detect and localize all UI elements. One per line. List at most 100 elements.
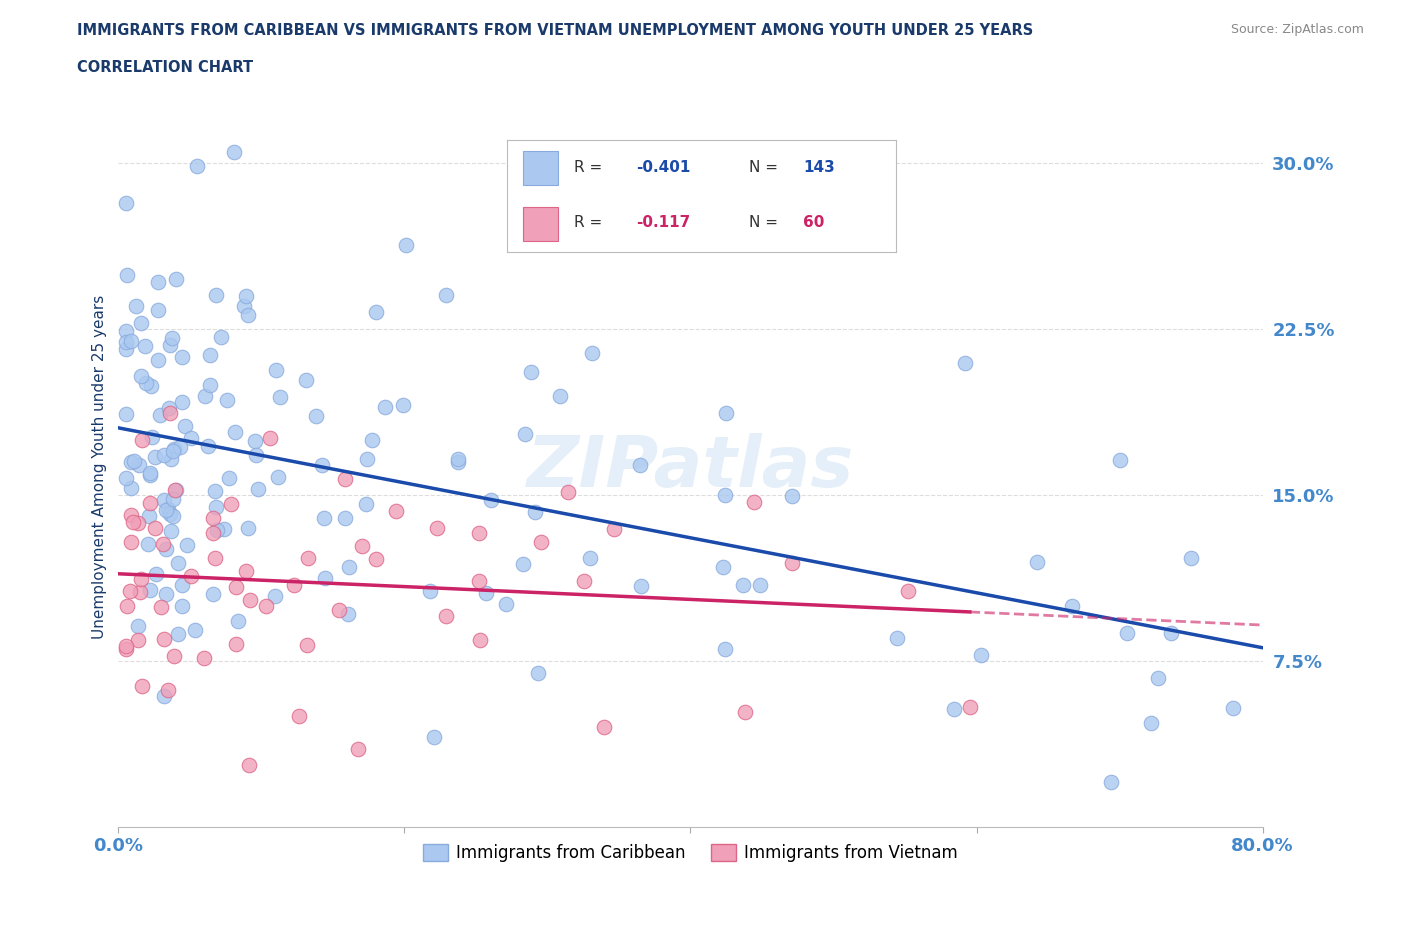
Point bbox=[124, 299, 146, 313]
Point bbox=[153, 689, 176, 704]
Point bbox=[134, 339, 156, 353]
Point bbox=[780, 488, 803, 503]
Point bbox=[170, 599, 193, 614]
Point bbox=[434, 288, 457, 303]
Point bbox=[311, 458, 333, 472]
Point bbox=[149, 408, 172, 423]
Point bbox=[153, 447, 176, 462]
Point bbox=[139, 468, 162, 483]
Point bbox=[214, 522, 236, 537]
Point bbox=[1116, 626, 1139, 641]
Point bbox=[896, 584, 918, 599]
Point bbox=[780, 555, 803, 570]
Point bbox=[114, 324, 136, 339]
Point bbox=[711, 560, 734, 575]
Point bbox=[114, 638, 136, 653]
Point bbox=[734, 705, 756, 720]
Point bbox=[167, 626, 190, 641]
Point bbox=[209, 329, 232, 344]
Point bbox=[160, 330, 183, 345]
Point bbox=[374, 399, 396, 414]
Point bbox=[219, 496, 242, 511]
Point bbox=[159, 338, 181, 352]
Point bbox=[159, 507, 181, 522]
Point bbox=[495, 596, 517, 611]
Point bbox=[247, 482, 270, 497]
Point bbox=[136, 537, 159, 551]
Point bbox=[226, 614, 249, 629]
Point bbox=[162, 509, 184, 524]
Point bbox=[202, 587, 225, 602]
Point bbox=[1060, 599, 1083, 614]
Point bbox=[127, 515, 149, 530]
Point bbox=[593, 720, 616, 735]
Point bbox=[550, 388, 572, 403]
Point bbox=[328, 603, 350, 618]
Point bbox=[530, 535, 553, 550]
Point bbox=[426, 520, 449, 535]
Point bbox=[468, 525, 491, 540]
Point bbox=[120, 454, 142, 469]
Point bbox=[1140, 716, 1163, 731]
Point bbox=[163, 649, 186, 664]
Point bbox=[135, 376, 157, 391]
Point bbox=[141, 429, 163, 444]
Point bbox=[131, 368, 153, 383]
Point bbox=[714, 405, 737, 420]
Point bbox=[128, 585, 150, 600]
Point bbox=[513, 427, 536, 442]
Point bbox=[269, 390, 291, 405]
Point bbox=[337, 606, 360, 621]
Point bbox=[114, 642, 136, 657]
Point bbox=[238, 757, 260, 772]
Point bbox=[1180, 551, 1202, 565]
Point bbox=[239, 592, 262, 607]
Point bbox=[139, 379, 162, 393]
Point bbox=[186, 158, 208, 173]
Point bbox=[138, 509, 160, 524]
Point bbox=[160, 524, 183, 538]
Point bbox=[245, 448, 267, 463]
Point bbox=[198, 378, 221, 392]
Point bbox=[114, 335, 136, 350]
Point bbox=[243, 433, 266, 448]
Point bbox=[204, 484, 226, 498]
Point bbox=[337, 560, 360, 575]
Point bbox=[129, 316, 152, 331]
Point bbox=[205, 287, 228, 302]
Point bbox=[165, 272, 187, 286]
Point bbox=[121, 515, 143, 530]
Point bbox=[886, 631, 908, 645]
Point bbox=[139, 466, 162, 481]
Point bbox=[350, 539, 373, 554]
Point bbox=[131, 679, 153, 694]
Point bbox=[180, 569, 202, 584]
Point bbox=[749, 578, 772, 592]
Point bbox=[172, 394, 194, 409]
Point bbox=[1222, 700, 1244, 715]
Point bbox=[1147, 671, 1170, 685]
Point bbox=[335, 511, 357, 525]
Point bbox=[236, 308, 259, 323]
Point bbox=[148, 352, 170, 367]
Point bbox=[742, 494, 765, 509]
Point bbox=[224, 145, 246, 160]
Y-axis label: Unemployment Among Youth under 25 years: Unemployment Among Youth under 25 years bbox=[93, 295, 107, 640]
Point bbox=[194, 389, 217, 404]
Point bbox=[297, 638, 319, 653]
Point bbox=[162, 444, 184, 458]
Point bbox=[114, 341, 136, 356]
Point bbox=[266, 362, 288, 377]
Point bbox=[294, 372, 316, 387]
Point bbox=[714, 488, 737, 503]
Point bbox=[160, 451, 183, 466]
Legend: Immigrants from Caribbean, Immigrants from Vietnam: Immigrants from Caribbean, Immigrants fr… bbox=[416, 837, 965, 869]
Point bbox=[447, 451, 470, 466]
Point bbox=[128, 457, 150, 472]
Point bbox=[153, 492, 176, 507]
Text: IMMIGRANTS FROM CARIBBEAN VS IMMIGRANTS FROM VIETNAM UNEMPLOYMENT AMONG YOUTH UN: IMMIGRANTS FROM CARIBBEAN VS IMMIGRANTS … bbox=[77, 23, 1033, 38]
Point bbox=[347, 742, 370, 757]
Point bbox=[423, 729, 446, 744]
Point bbox=[184, 623, 207, 638]
Point bbox=[434, 609, 457, 624]
